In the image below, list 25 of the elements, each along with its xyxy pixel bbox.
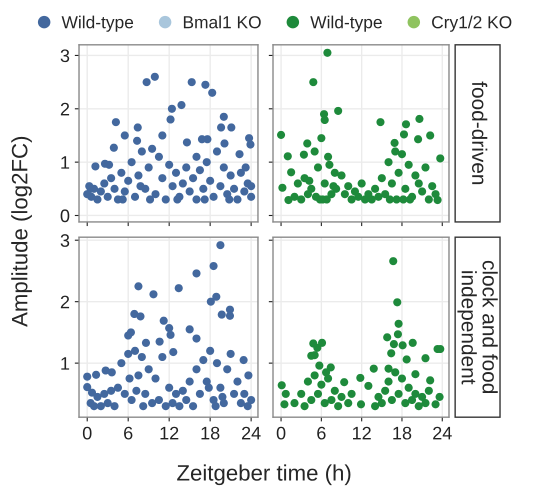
x-axis-title: Zeitgeber time (h): [177, 464, 350, 486]
legend-label: Wild-type: [62, 16, 134, 32]
y-axis-title: Amplitude (log2FC): [11, 136, 32, 327]
y-tick-label: 3: [60, 49, 70, 62]
x-tick-label: 18: [201, 426, 220, 440]
text: clock and food independent: [457, 260, 498, 394]
y-tick-label: 2: [60, 296, 70, 308]
x-tick-label: 12: [353, 426, 371, 440]
x-tick-label: 24: [433, 426, 452, 440]
x-tick-label: 0: [82, 426, 92, 440]
x-tick-label: 18: [393, 426, 412, 440]
x-tick-label: 0: [276, 426, 286, 440]
legend-label: Cry1/2 KO: [432, 16, 512, 32]
x-tick-label: 6: [317, 426, 326, 440]
x-tick-label: 24: [242, 426, 261, 440]
y-tick-label: 2: [60, 102, 70, 116]
y-tick-label: 0: [60, 209, 70, 222]
y-tick-label: 1: [61, 156, 70, 169]
text: food-driven: [472, 82, 488, 184]
legend-label: Bmal1 KO: [184, 16, 261, 28]
x-tick-label: 12: [160, 426, 178, 440]
y-tick-label: 1: [61, 357, 70, 370]
x-tick-label: 6: [124, 426, 132, 440]
y-tick-label: 3: [60, 234, 70, 247]
legend-label: Wild-type: [310, 16, 382, 32]
